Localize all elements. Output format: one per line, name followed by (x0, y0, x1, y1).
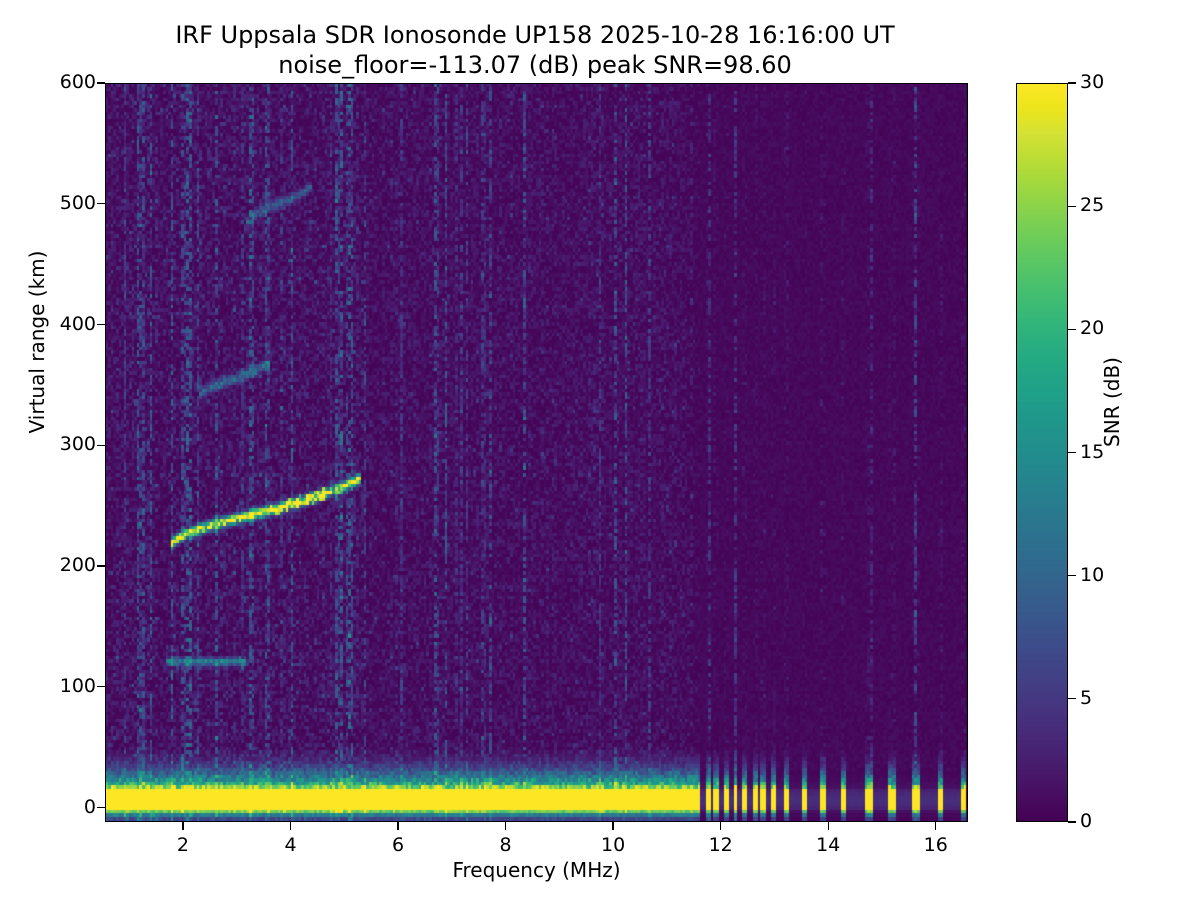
colorbar-tick-mark (1068, 821, 1076, 823)
x-tick-mark (397, 822, 399, 830)
y-tick-mark (97, 82, 105, 84)
colorbar-label: SNR (dB) (1100, 357, 1124, 447)
x-tick-label: 4 (284, 834, 297, 856)
x-tick-mark (612, 822, 614, 830)
y-tick-label: 300 (59, 433, 96, 456)
colorbar-tick-mark (1068, 451, 1076, 454)
colorbar-tick-mark (1068, 575, 1076, 577)
y-tick-label: 600 (59, 71, 96, 93)
y-tick-label: 400 (59, 312, 96, 335)
y-axis-label: Virtual range (km) (25, 250, 49, 434)
y-tick-mark (97, 686, 105, 688)
colorbar-tick-label: 25 (1080, 194, 1105, 217)
colorbar-tick-mark (1068, 328, 1076, 330)
y-tick-mark (97, 806, 105, 809)
title-line-1: IRF Uppsala SDR Ionosonde UP158 2025-10-… (175, 21, 895, 49)
x-tick-mark (935, 822, 937, 830)
colorbar-tick-label: 20 (1080, 317, 1105, 340)
colorbar-tick-label: 0 (1080, 810, 1093, 832)
colorbar-tick-label: 15 (1080, 440, 1105, 463)
y-tick-label: 0 (83, 795, 96, 818)
x-axis-label: Frequency (MHz) (452, 858, 621, 882)
colorbar-gradient (1017, 84, 1067, 821)
y-tick-mark (97, 203, 105, 205)
y-tick-mark (97, 323, 105, 326)
colorbar-tick-label: 10 (1080, 563, 1105, 586)
x-tick-label: 12 (708, 834, 733, 856)
ionogram-plot-area (105, 83, 968, 822)
colorbar (1016, 83, 1068, 822)
x-tick-mark (182, 822, 184, 830)
colorbar-tick-label: 30 (1080, 71, 1105, 93)
x-tick-label: 8 (499, 834, 512, 856)
ionogram-heatmap (106, 84, 967, 821)
x-tick-label: 2 (176, 834, 189, 856)
x-tick-mark (827, 822, 829, 830)
figure-title: IRF Uppsala SDR Ionosonde UP158 2025-10-… (0, 20, 1070, 80)
colorbar-tick-mark (1068, 698, 1076, 700)
x-tick-label: 16 (923, 834, 948, 856)
x-tick-label: 10 (601, 834, 626, 856)
x-tick-mark (720, 822, 722, 830)
colorbar-tick-mark (1068, 82, 1076, 84)
colorbar-tick-label: 5 (1080, 686, 1093, 709)
y-tick-label: 500 (59, 191, 96, 214)
x-tick-label: 14 (816, 834, 841, 856)
x-tick-mark (289, 822, 292, 830)
y-tick-label: 200 (59, 554, 96, 576)
y-tick-mark (97, 565, 105, 567)
y-tick-label: 100 (59, 674, 96, 697)
x-tick-mark (504, 822, 507, 830)
title-line-2: noise_floor=-113.07 (dB) peak SNR=98.60 (278, 51, 792, 79)
colorbar-tick-mark (1068, 205, 1076, 207)
x-tick-label: 6 (391, 834, 405, 856)
y-tick-mark (97, 444, 105, 446)
